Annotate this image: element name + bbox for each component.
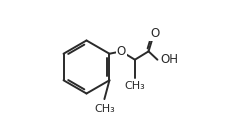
Text: OH: OH	[160, 53, 178, 66]
Text: O: O	[150, 27, 159, 40]
Text: O: O	[116, 45, 125, 58]
Text: CH₃: CH₃	[124, 81, 145, 91]
Text: CH₃: CH₃	[94, 104, 114, 114]
